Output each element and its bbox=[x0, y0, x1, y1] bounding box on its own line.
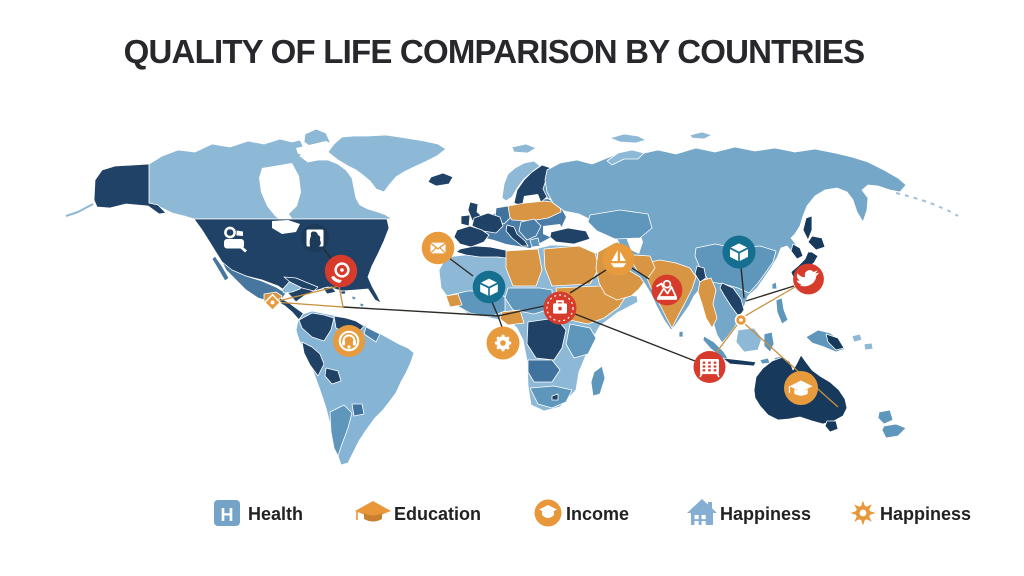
svg-text:Happiness: Happiness bbox=[880, 504, 971, 524]
svg-text:Health: Health bbox=[248, 504, 303, 524]
svg-text:Education: Education bbox=[394, 504, 481, 524]
svg-text:H: H bbox=[221, 505, 234, 525]
svg-text:Happiness: Happiness bbox=[720, 504, 811, 524]
svg-text:Income: Income bbox=[566, 504, 629, 524]
